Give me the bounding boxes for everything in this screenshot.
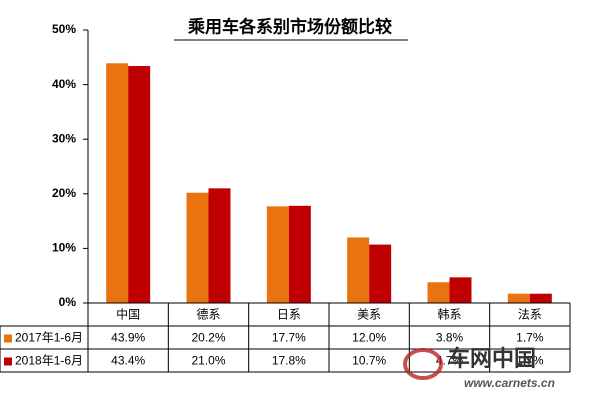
watermark-icon: [403, 348, 443, 380]
value-label: 3.8%: [436, 331, 464, 345]
bar: [186, 192, 209, 303]
legend-swatch: [4, 334, 12, 343]
bar: [128, 66, 151, 303]
y-tick-label: 0%: [59, 295, 77, 309]
bar: [208, 188, 231, 303]
bar: [288, 205, 311, 303]
y-tick-label: 40%: [52, 77, 76, 91]
bar: [427, 282, 450, 303]
value-label: 1.7%: [516, 331, 544, 345]
value-label: 43.4%: [111, 354, 145, 368]
bar: [347, 237, 370, 303]
value-label: 21.0%: [191, 354, 225, 368]
x-tick-label: 中国: [116, 307, 140, 322]
bar: [369, 244, 392, 303]
y-tick-label: 30%: [52, 131, 76, 145]
x-tick-label: 韩系: [437, 307, 461, 322]
watermark-logo: 车网中国: [448, 346, 536, 371]
y-tick-label: 50%: [52, 22, 76, 36]
value-label: 12.0%: [352, 331, 386, 345]
x-tick-label: 法系: [518, 308, 542, 322]
bar: [449, 277, 472, 303]
legend-label: 2018年1-6月: [15, 354, 83, 368]
y-tick-label: 10%: [52, 241, 76, 255]
bar: [507, 293, 530, 303]
watermark-url: www.carnets.cn: [464, 376, 555, 390]
value-label: 10.7%: [352, 354, 386, 368]
legend-swatch: [4, 357, 12, 366]
y-tick-label: 20%: [52, 186, 76, 200]
value-label: 1.7%: [516, 354, 544, 368]
bar: [529, 293, 552, 303]
value-label: 17.7%: [272, 331, 306, 345]
value-label: 17.8%: [272, 354, 306, 368]
legend-label: 2017年1-6月: [15, 331, 83, 345]
value-label: 20.2%: [191, 331, 225, 345]
bar: [266, 206, 289, 303]
x-tick-label: 德系: [196, 307, 220, 322]
chart-title: 乘用车各系别市场份额比较: [187, 16, 392, 36]
x-tick-label: 美系: [357, 308, 381, 322]
x-tick-label: 日系: [277, 308, 301, 322]
bar: [106, 63, 129, 303]
value-label: 43.9%: [111, 331, 145, 345]
